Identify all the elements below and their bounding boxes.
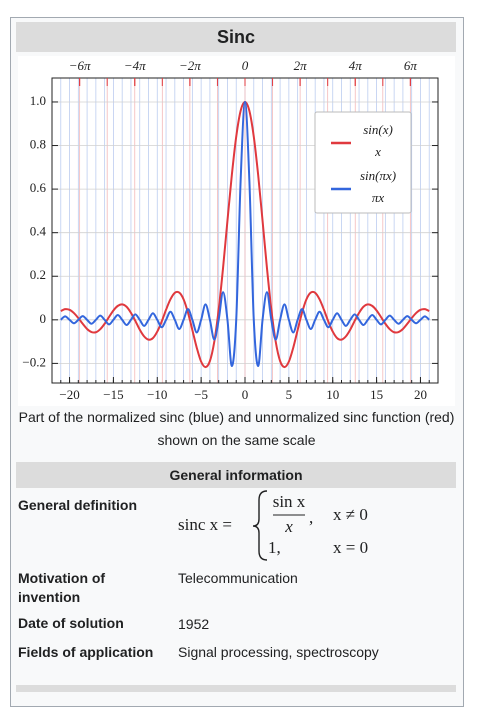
x2-tick-label: −2π: [179, 58, 201, 73]
x2-tick-label: −4π: [124, 58, 146, 73]
separator: ,: [309, 508, 313, 527]
x-tick-label: 10: [326, 387, 339, 402]
case-value: 1,: [268, 538, 281, 557]
section-header: General information: [16, 462, 456, 488]
y-tick-label: 0.4: [30, 224, 47, 239]
x-tick-label: 5: [286, 387, 293, 402]
row-value: Signal processing, spectroscopy: [178, 644, 379, 660]
condition: x = 0: [333, 538, 368, 557]
legend-label: πx: [372, 190, 385, 205]
numerator: sin x: [273, 492, 306, 511]
x-tick-label: 20: [414, 387, 427, 402]
row-value: 1952: [178, 616, 210, 632]
y-tick-label: 0.2: [30, 267, 46, 282]
x-tick-label: −5: [194, 387, 208, 402]
infobox-title: Sinc: [16, 22, 456, 52]
next-section-bar: [16, 685, 456, 692]
row-label: General definition: [18, 497, 138, 513]
y-tick-label: 0: [40, 311, 47, 326]
x-tick-label: 15: [370, 387, 383, 402]
x2-tick-label: 4π: [349, 58, 363, 73]
chart: 1.0 0.8 0.6 0.4 0.2 0 −0.2 −20 −15 −10 −5 0 5 10 15 20 −…: [22, 58, 439, 402]
legend-label: sin(πx): [360, 168, 396, 183]
y-tick-label: 1.0: [30, 93, 46, 108]
x2-tick-label: −6π: [69, 58, 91, 73]
condition: x ≠ 0: [333, 505, 368, 524]
legend-label: x: [374, 144, 381, 159]
row-label: Fields of application: [18, 644, 154, 660]
x-tick-label: −10: [147, 387, 167, 402]
row-label: Motivation of invention: [18, 570, 106, 605]
x-tick-label: −20: [59, 387, 79, 402]
denominator: x: [284, 517, 293, 536]
y-tick-label: 0.6: [30, 180, 47, 195]
brace: [252, 490, 268, 561]
x2-tick-label: 6π: [404, 58, 418, 73]
x-tick-label: −15: [103, 387, 123, 402]
formula-lhs: sinc x =: [178, 515, 232, 534]
x2-tick-label: 0: [242, 58, 249, 73]
caption: Part of the normalized sinc (blue) and u…: [18, 409, 455, 448]
y-tick-label: 0.8: [30, 137, 46, 152]
x-tick-label: 0: [242, 387, 249, 402]
row-value: Telecommunication: [178, 570, 298, 586]
legend-label: sin(x): [363, 122, 393, 137]
x2-tick-label: 2π: [294, 58, 308, 73]
formula: sinc x = sin x x , x ≠ 0 1, x = 0: [178, 490, 368, 561]
y-tick-label: −0.2: [22, 354, 46, 369]
line-series: [60, 100, 430, 368]
plot-area: [60, 100, 430, 369]
page: {"infobox": {"title": "Sinc", "caption":…: [10, 17, 464, 707]
row-label: Date of solution: [18, 615, 124, 631]
